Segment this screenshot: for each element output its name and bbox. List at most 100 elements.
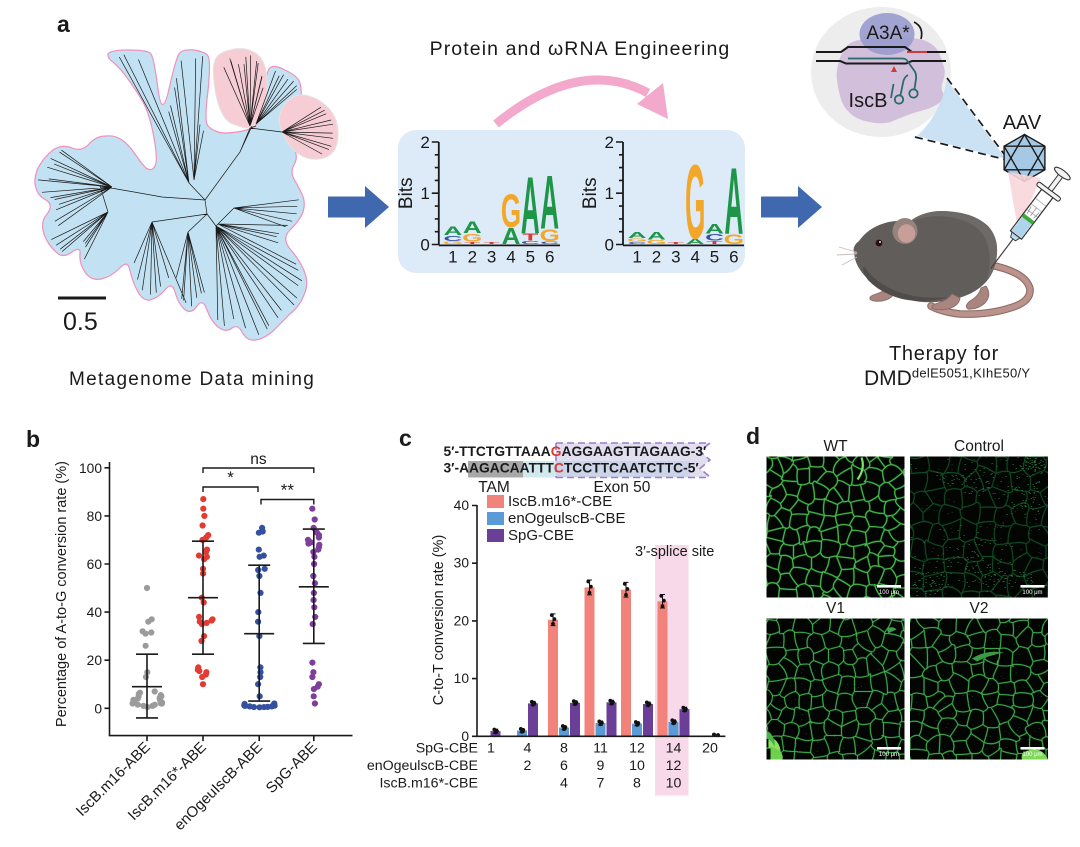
svg-text:TAM: TAM <box>478 479 510 496</box>
svg-text:a: a <box>57 11 70 37</box>
svg-text:Therapy for: Therapy for <box>889 343 999 365</box>
svg-text:Percentage of A-to-G conversio: Percentage of A-to-G conversion rate (%) <box>54 461 70 727</box>
svg-text:1: 1 <box>605 184 614 203</box>
svg-text:T: T <box>707 240 724 245</box>
svg-text:5: 5 <box>710 248 719 267</box>
svg-text:G: G <box>540 226 560 245</box>
svg-text:9: 9 <box>597 758 605 774</box>
svg-text:100 μm: 100 μm <box>879 752 899 758</box>
svg-text:AAV: AAV <box>1003 112 1042 134</box>
svg-text:G: G <box>724 232 744 247</box>
svg-text:20: 20 <box>702 741 718 757</box>
svg-text:A: A <box>540 160 559 246</box>
svg-text:Control: Control <box>954 438 1004 455</box>
svg-text:2: 2 <box>652 248 661 267</box>
svg-text:100 μm: 100 μm <box>1022 590 1042 596</box>
svg-text:T: T <box>522 232 538 243</box>
svg-text:0: 0 <box>461 729 469 744</box>
svg-text:T: T <box>464 241 481 244</box>
svg-text:G: G <box>462 232 482 244</box>
svg-text:T: T <box>484 241 501 244</box>
svg-text:C: C <box>521 240 540 245</box>
svg-text:Exon 50: Exon 50 <box>594 479 651 496</box>
svg-text:6: 6 <box>545 248 554 267</box>
svg-text:SpG-ABE: SpG-ABE <box>263 739 321 797</box>
svg-text:Metagenome Data mining: Metagenome Data mining <box>69 369 315 390</box>
svg-text:40: 40 <box>87 605 103 620</box>
svg-text:5: 5 <box>526 248 535 267</box>
svg-text:2: 2 <box>605 133 614 152</box>
svg-text:1: 1 <box>632 248 641 267</box>
svg-text:4: 4 <box>524 741 532 757</box>
svg-text:G: G <box>501 185 521 238</box>
svg-text:G: G <box>646 239 666 245</box>
svg-text:12: 12 <box>629 741 645 757</box>
svg-text:1: 1 <box>487 741 495 757</box>
svg-text:C: C <box>540 241 559 245</box>
svg-text:IscB.m16*-CBE: IscB.m16*-CBE <box>379 776 478 792</box>
svg-text:G: G <box>685 144 705 262</box>
svg-text:SpG-CBE: SpG-CBE <box>508 527 574 544</box>
svg-text:6: 6 <box>560 758 568 774</box>
svg-text:14: 14 <box>666 741 682 757</box>
svg-text:G: G <box>627 238 647 243</box>
svg-text:G: G <box>443 241 463 245</box>
svg-text:C: C <box>705 233 724 243</box>
svg-text:0: 0 <box>94 701 102 716</box>
svg-text:4: 4 <box>690 248 699 267</box>
svg-text:3′-AAGACAATTTCTCCTTCAATCTTC-5′: 3′-AAGACAATTTCTCCTTCAATCTTC-5′ <box>444 461 700 476</box>
svg-text:d: d <box>746 423 760 449</box>
svg-text:A: A <box>686 238 705 246</box>
svg-text:2: 2 <box>524 758 532 774</box>
svg-text:C-to-T conversion rate (%): C-to-T conversion rate (%) <box>431 535 447 706</box>
svg-text:12: 12 <box>666 758 682 774</box>
svg-text:100 μm: 100 μm <box>1022 752 1042 758</box>
svg-text:80: 80 <box>87 509 103 524</box>
svg-text:3: 3 <box>671 248 680 267</box>
svg-text:IscB: IscB <box>849 90 888 112</box>
svg-text:T: T <box>668 241 685 244</box>
svg-text:DMDdelE5051,KIhE50/Y: DMDdelE5051,KIhE50/Y <box>864 366 1030 391</box>
svg-text:4: 4 <box>560 776 568 792</box>
svg-text:Protein and ωRNA Engineering: Protein and ωRNA Engineering <box>430 38 731 60</box>
svg-text:A: A <box>647 230 666 242</box>
svg-text:c: c <box>399 425 412 451</box>
svg-text:60: 60 <box>87 557 103 572</box>
svg-text:4: 4 <box>506 248 515 267</box>
svg-text:7: 7 <box>597 776 605 792</box>
svg-text:V2: V2 <box>970 600 989 617</box>
svg-text:A: A <box>705 221 724 236</box>
svg-text:Bits: Bits <box>580 177 601 209</box>
svg-text:11: 11 <box>593 741 608 757</box>
svg-text:2: 2 <box>468 248 477 267</box>
svg-text:10: 10 <box>454 671 470 686</box>
svg-text:3′-splice site: 3′-splice site <box>635 544 714 560</box>
svg-text:enOgeulscB-CBE: enOgeulscB-CBE <box>508 510 626 527</box>
svg-text:8: 8 <box>560 741 568 757</box>
svg-text:A3A*: A3A* <box>866 23 910 44</box>
svg-text:1: 1 <box>448 248 457 267</box>
svg-text:C: C <box>628 241 647 244</box>
svg-text:A: A <box>725 148 744 254</box>
svg-text:Bits: Bits <box>396 177 417 209</box>
svg-text:20: 20 <box>87 653 103 668</box>
svg-text:6: 6 <box>729 248 738 267</box>
svg-text:5′-TTCTGTTAAAGAGGAAGTTAGAAG-3′: 5′-TTCTGTTAAAGAGGAAGTTAGAAG-3′ <box>444 444 708 459</box>
svg-text:3: 3 <box>487 248 496 267</box>
svg-text:IscB.m16*-CBE: IscB.m16*-CBE <box>508 493 612 510</box>
svg-text:A: A <box>502 224 521 249</box>
svg-text:C: C <box>444 235 463 243</box>
svg-text:b: b <box>26 426 40 452</box>
svg-text:0.5: 0.5 <box>63 308 98 336</box>
svg-text:WT: WT <box>823 438 848 455</box>
svg-text:0: 0 <box>605 236 614 255</box>
svg-text:100 μm: 100 μm <box>879 590 899 596</box>
svg-text:1: 1 <box>420 184 429 203</box>
svg-text:*: * <box>227 468 234 487</box>
svg-text:enOgeulscB-CBE: enOgeulscB-CBE <box>367 758 478 774</box>
svg-text:30: 30 <box>454 556 470 571</box>
svg-text:SpG-CBE: SpG-CBE <box>416 741 478 757</box>
svg-text:2: 2 <box>420 133 429 152</box>
svg-text:A: A <box>444 225 463 238</box>
svg-text:A: A <box>463 218 482 237</box>
